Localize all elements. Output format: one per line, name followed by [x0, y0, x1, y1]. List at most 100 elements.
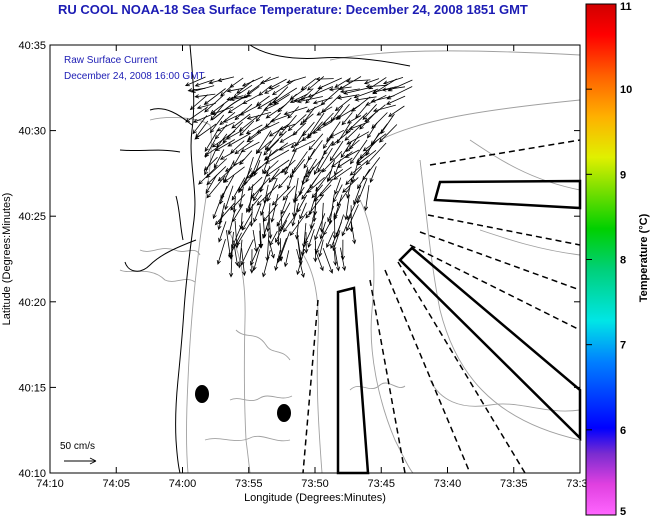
current-vector — [344, 149, 360, 158]
current-vector — [378, 124, 398, 143]
current-vector — [290, 138, 305, 149]
current-vector — [333, 241, 338, 267]
current-vector — [341, 112, 353, 126]
colorbar-tick-label: 11 — [620, 1, 632, 13]
current-vector — [326, 231, 334, 249]
x-axis-label: Longitude (Degrees:Minutes) — [244, 492, 386, 504]
current-vector — [196, 102, 216, 110]
current-vector — [294, 186, 305, 203]
current-vector — [265, 103, 287, 119]
current-vector — [340, 247, 347, 272]
current-vector — [198, 166, 217, 185]
current-vector — [298, 175, 305, 196]
current-vector — [297, 194, 308, 213]
current-vector — [268, 239, 275, 259]
current-vector — [260, 76, 279, 84]
current-vector — [322, 247, 334, 274]
current-vector — [276, 222, 281, 247]
current-vector — [314, 213, 326, 241]
current-vector — [319, 184, 332, 197]
x-tick-label: 74:05 — [102, 478, 130, 490]
current-vector — [289, 93, 308, 103]
current-vector — [382, 77, 404, 85]
current-vector — [263, 139, 280, 156]
current-vector — [223, 166, 245, 183]
current-vector — [287, 114, 307, 132]
current-vector — [227, 102, 244, 114]
current-vector — [252, 249, 260, 272]
current-vector — [241, 211, 253, 231]
current-vector — [263, 102, 279, 111]
colorbar-tick-label: 7 — [620, 340, 626, 352]
x-tick-label: 73:45 — [367, 478, 395, 490]
current-vector — [322, 133, 334, 149]
map-plot-area: 50 cm/s — [49, 44, 582, 475]
current-vector — [185, 106, 209, 123]
current-vector — [299, 202, 307, 220]
current-vector — [316, 121, 333, 131]
current-vector — [334, 97, 352, 112]
current-vector — [381, 86, 406, 92]
current-vector — [194, 93, 216, 99]
current-vector — [312, 97, 333, 105]
current-vector — [228, 232, 242, 258]
current-vector — [226, 87, 244, 93]
x-tick-label: 74:10 — [36, 478, 64, 490]
current-vector — [225, 130, 242, 140]
current-vector — [211, 130, 236, 148]
current-vector — [346, 115, 362, 124]
current-vector — [333, 204, 341, 221]
current-vector — [305, 102, 325, 113]
current-vector — [257, 96, 278, 109]
current-vector — [227, 133, 251, 147]
current-vector — [334, 177, 342, 196]
current-vector — [220, 84, 233, 97]
current-vector — [226, 95, 244, 101]
current-vector — [241, 76, 263, 87]
current-vector — [192, 112, 216, 123]
current-vector — [356, 168, 371, 190]
coastline — [119, 44, 411, 474]
current-vector — [190, 85, 215, 93]
current-vector — [370, 95, 395, 103]
current-vector — [311, 184, 324, 199]
current-vector — [219, 151, 235, 160]
current-vector — [348, 121, 370, 130]
figure-title: RU COOL NOAA-18 Sea Surface Temperature:… — [58, 2, 528, 17]
current-vector — [204, 148, 217, 176]
current-vector — [307, 229, 315, 248]
current-vector — [204, 129, 219, 152]
current-vector — [248, 194, 262, 212]
y-tick-label: 40:10 — [18, 468, 46, 480]
surface-current-vectors — [184, 76, 413, 278]
current-vector — [263, 160, 279, 175]
current-vector — [282, 185, 296, 201]
x-tick-label: 74:00 — [169, 478, 197, 490]
current-vector — [218, 202, 225, 225]
current-vector — [184, 76, 206, 87]
current-vector — [266, 203, 271, 233]
current-vector — [355, 151, 370, 164]
colorbar-label: Temperature (°C) — [638, 213, 650, 302]
current-vector — [386, 95, 406, 105]
marker-east — [277, 404, 291, 422]
colorbar-ticks: 11 10 9 8 7 6 5 — [586, 1, 632, 518]
x-tick-label: 73:40 — [434, 478, 462, 490]
current-vector — [238, 114, 260, 132]
current-vector — [313, 150, 326, 176]
current-vector — [264, 84, 280, 94]
marker-west — [195, 385, 209, 403]
current-vector — [219, 111, 236, 126]
current-vector — [204, 141, 226, 157]
current-vector — [274, 250, 281, 271]
current-vector — [271, 79, 296, 96]
current-vector — [275, 220, 288, 243]
current-vector — [315, 76, 334, 82]
current-vector — [350, 222, 357, 245]
current-vector — [268, 211, 273, 240]
current-vector — [234, 103, 253, 121]
current-vector — [224, 185, 234, 211]
current-vector — [217, 211, 224, 231]
current-vector — [263, 148, 278, 161]
y-axis: 40:35 40:30 40:25 40:20 40:15 40:10 — [18, 40, 580, 480]
